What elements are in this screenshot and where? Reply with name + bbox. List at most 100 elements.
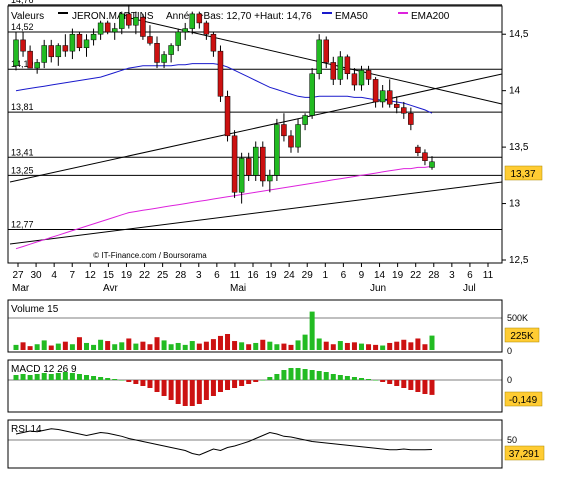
candle-down: [140, 17, 146, 37]
x-tick-label: 24: [284, 270, 296, 281]
macd-bar: [260, 380, 266, 381]
macd-bar: [13, 375, 19, 380]
macd-bar: [182, 380, 188, 406]
volume-bar: [358, 343, 364, 350]
macd-bar: [351, 377, 357, 380]
macd-bar: [232, 380, 238, 388]
volume-bar: [295, 340, 301, 350]
volume-bar: [210, 339, 216, 350]
volume-tick-500k: 500K: [507, 313, 528, 323]
x-tick-label: 19: [266, 270, 278, 281]
volume-bar: [27, 346, 33, 350]
trendline-support-long: [9, 181, 503, 245]
volume-bar: [267, 341, 273, 350]
macd-bar: [133, 380, 139, 384]
x-month-label: Avr: [103, 283, 118, 294]
candle-up: [13, 39, 19, 67]
macd-bar: [246, 380, 252, 384]
macd-bar: [408, 380, 414, 390]
x-tick-label: 15: [103, 270, 115, 281]
last-price-value: 13,37: [510, 169, 535, 180]
macd-bar: [302, 369, 308, 380]
volume-bar: [189, 341, 195, 350]
candle-down: [393, 103, 400, 108]
macd-last-tag: [504, 391, 543, 407]
x-tick-label: 7: [69, 270, 75, 281]
candle-up: [429, 161, 435, 168]
x-month-label: Mar: [12, 283, 30, 294]
macd-bar: [76, 374, 82, 380]
volume-bar: [34, 344, 40, 350]
x-tick-label: 22: [139, 270, 151, 281]
rsi-polyline: [15, 428, 433, 456]
volume-bar: [408, 342, 414, 350]
level-label: 14,52: [11, 22, 34, 32]
volume-bar: [422, 344, 428, 350]
volume-bar: [330, 344, 336, 350]
volume-bar: [161, 340, 167, 350]
volume-bar: [154, 337, 160, 350]
ema200-legend-swatch: [398, 12, 408, 14]
macd-bar: [323, 372, 329, 380]
macd-bar: [41, 373, 47, 380]
macd-bar: [161, 380, 167, 396]
macd-panel-frame: [7, 359, 503, 413]
candle-down: [231, 135, 238, 193]
macd-bar: [62, 372, 68, 380]
rsi-last-value: 37,291: [509, 449, 540, 460]
ema50-line: [15, 63, 433, 114]
candle-up: [119, 13, 125, 29]
ema200-line: [15, 165, 433, 250]
macd-bar: [48, 374, 54, 380]
macd-bar: [20, 374, 26, 380]
candle-up: [161, 54, 167, 63]
macd-bar: [373, 380, 379, 381]
x-tick-label: 28: [428, 270, 440, 281]
candle-down: [245, 158, 252, 176]
candle-down: [408, 112, 414, 125]
candle-up: [274, 124, 280, 176]
x-tick-label: 19: [392, 270, 404, 281]
volume-bar: [394, 341, 400, 350]
candles: [13, 4, 435, 204]
candle-up: [252, 146, 259, 176]
volume-last-tag: [504, 327, 540, 343]
candle-up: [97, 22, 104, 35]
trendline-support-steep: [9, 73, 503, 183]
candle-down: [415, 146, 421, 154]
candle-down: [154, 43, 160, 63]
price-right-axis: 14,5 14 13,5 13 12,5: [502, 29, 529, 266]
candle-up: [238, 158, 245, 193]
candle-down: [203, 22, 210, 35]
level-label: 14,19: [11, 59, 34, 69]
macd-bar: [344, 376, 350, 380]
volume-bar: [337, 341, 343, 350]
volume-bar: [76, 337, 82, 350]
rsi-last-tag: [504, 445, 545, 461]
macd-bar: [168, 380, 174, 400]
volume-bar: [13, 344, 19, 350]
rsi-panel-frame: [7, 419, 503, 469]
candle-up: [69, 33, 76, 52]
volume-bar: [253, 342, 259, 350]
candle-down: [104, 22, 111, 33]
volume-bar: [105, 341, 111, 350]
ema50-legend-label: EMA50: [335, 11, 368, 22]
volume-bar: [415, 338, 421, 350]
volume-bar: [401, 339, 407, 350]
x-tick-label: 1: [323, 270, 329, 281]
x-month-label: Jul: [463, 283, 476, 294]
level-label: 13,81: [11, 102, 34, 112]
macd-bar: [415, 380, 421, 392]
instrument-name: JERON.MARTINS: [72, 11, 154, 22]
candle-down: [323, 39, 329, 63]
candle-down: [196, 13, 203, 24]
volume-bar: [373, 344, 379, 350]
volume-bar: [217, 335, 223, 350]
candle-down: [126, 13, 132, 26]
candle-up: [309, 73, 315, 116]
volume-bar: [366, 344, 372, 350]
x-tick-label: 6: [214, 270, 220, 281]
level-label: 13,25: [11, 165, 34, 175]
volume-bar: [239, 342, 245, 350]
